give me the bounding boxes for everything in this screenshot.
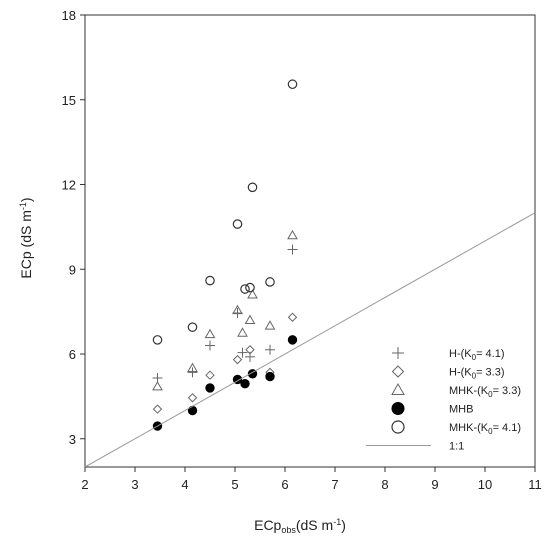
legend-label: MHK-(K0= 4.1) bbox=[449, 422, 521, 436]
data-point bbox=[265, 344, 275, 355]
data-point bbox=[152, 335, 163, 345]
y-tick-label: 9 bbox=[69, 262, 76, 277]
x-axis-title: ECpobs(dS m-1) bbox=[254, 517, 346, 535]
data-point bbox=[247, 182, 258, 193]
legend-label: 1:1 bbox=[449, 441, 464, 453]
data-point bbox=[240, 378, 250, 389]
x-tick-label: 8 bbox=[381, 477, 388, 492]
data-point bbox=[287, 229, 298, 240]
x-tick-label: 4 bbox=[181, 477, 188, 492]
legend-marker bbox=[391, 365, 405, 378]
legend-label-text: H-(K bbox=[449, 367, 472, 379]
y-tick-label: 3 bbox=[69, 432, 76, 447]
data-point bbox=[187, 322, 198, 332]
data-point bbox=[187, 367, 198, 378]
x-tick-label: 11 bbox=[528, 477, 542, 492]
data-point bbox=[205, 275, 215, 286]
data-point bbox=[245, 282, 255, 293]
data-point bbox=[237, 347, 248, 358]
data-point bbox=[237, 327, 248, 337]
data-point bbox=[205, 370, 215, 380]
data-point bbox=[152, 404, 163, 414]
legend-marker bbox=[391, 382, 405, 395]
data-point bbox=[240, 284, 250, 294]
legend-label-text: MHB bbox=[449, 404, 473, 416]
data-point bbox=[244, 314, 256, 324]
legend-label: H-(K0= 4.1) bbox=[449, 348, 505, 362]
data-point bbox=[245, 345, 255, 355]
legend-label-rest: = 4.1) bbox=[493, 422, 521, 434]
data-point bbox=[287, 335, 298, 345]
legend-marker bbox=[391, 402, 405, 415]
y-tick-label: 6 bbox=[69, 347, 76, 362]
legend-label: MHK-(K0= 3.3) bbox=[449, 385, 521, 399]
legend-label-sub: 0 bbox=[488, 427, 493, 436]
y-tick-label: 15 bbox=[62, 93, 76, 108]
legend-label-sub: 0 bbox=[472, 353, 477, 362]
data-point bbox=[205, 383, 215, 393]
data-point bbox=[152, 380, 163, 391]
legend-label-rest: = 3.3) bbox=[476, 367, 504, 379]
data-point bbox=[187, 362, 198, 372]
x-tick-label: 10 bbox=[478, 477, 492, 492]
legend-label: H-(K0= 3.3) bbox=[449, 367, 505, 381]
data-point bbox=[247, 289, 258, 299]
x-tick-label: 2 bbox=[81, 477, 88, 492]
data-point bbox=[287, 244, 298, 255]
legend-label-rest: = 3.3) bbox=[493, 385, 521, 397]
plot-frame bbox=[84, 14, 536, 468]
legend-label-sub: 0 bbox=[488, 390, 493, 399]
legend-label-text: H-(K bbox=[449, 348, 472, 360]
legend-label-rest: = 4.1) bbox=[476, 348, 504, 360]
x-tick-label: 9 bbox=[431, 477, 438, 492]
x-tick-label: 6 bbox=[281, 477, 288, 492]
one-to-one-line bbox=[85, 212, 535, 467]
legend-label-text: 1:1 bbox=[449, 441, 464, 453]
y-tick-label: 12 bbox=[62, 178, 76, 193]
legend-marker bbox=[391, 420, 405, 434]
x-tick-label: 7 bbox=[331, 477, 338, 492]
data-point bbox=[264, 320, 276, 330]
x-tick-label: 3 bbox=[131, 477, 138, 492]
legend-label-text: MHK-(K bbox=[449, 385, 489, 397]
data-point bbox=[187, 393, 198, 403]
data-point bbox=[232, 308, 243, 319]
y-axis-title: ECp (dS m-1) bbox=[18, 197, 34, 278]
data-point bbox=[205, 340, 215, 351]
x-tick-label: 5 bbox=[231, 477, 238, 492]
data-point bbox=[265, 277, 275, 287]
legend-label-sub: 0 bbox=[472, 372, 477, 381]
data-point bbox=[232, 354, 243, 365]
legend-marker bbox=[392, 347, 404, 359]
legend-label-text: MHK-(K bbox=[449, 422, 489, 434]
data-point bbox=[204, 328, 216, 339]
y-tick-label: 18 bbox=[62, 8, 76, 23]
data-point bbox=[287, 79, 298, 90]
legend-label: MHB bbox=[449, 404, 473, 416]
data-point bbox=[265, 371, 275, 382]
data-point bbox=[287, 312, 298, 322]
data-point bbox=[232, 219, 243, 229]
data-point bbox=[232, 304, 243, 315]
